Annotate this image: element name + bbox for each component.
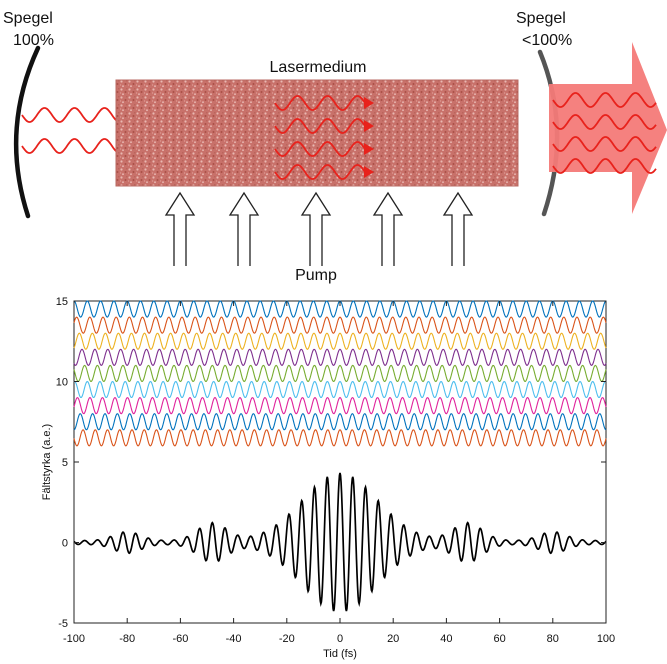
cavity-wave (21, 138, 117, 154)
y-tick-label: -5 (58, 618, 68, 630)
x-tick-label: 0 (337, 633, 343, 645)
medium-wave-arrowhead (364, 120, 374, 132)
x-tick-label: -20 (279, 633, 295, 645)
x-tick-label: -40 (226, 633, 242, 645)
sum-line (73, 472, 607, 612)
x-tick-label: 60 (493, 633, 505, 645)
mode-line (73, 396, 607, 415)
left-mirror (13, 45, 41, 219)
mode-line (73, 429, 607, 447)
output-beam-waves (552, 92, 657, 174)
right-mirror-reflectivity: <100% (522, 32, 572, 49)
mode-line (73, 348, 607, 367)
pump-arrow (164, 191, 196, 266)
left-mirror-reflectivity: 100% (13, 32, 54, 49)
x-axis: -100 -80 -60 -40 -20 0 20 40 60 80 100 (63, 301, 615, 645)
y-axis-label: Fältstyrka (a.e.) (41, 424, 53, 500)
laser-medium (115, 79, 519, 187)
pump-arrow (228, 191, 260, 266)
left-cavity-waves (21, 107, 117, 154)
cavity-wave (21, 107, 117, 123)
x-axis-label: Tid (fs) (323, 648, 357, 660)
laser-diagram: Spegel 100% Spegel <100% Lasermedium Pum… (3, 10, 667, 284)
output-wave (552, 158, 657, 174)
medium-wave (274, 141, 366, 157)
x-tick-label: -60 (172, 633, 188, 645)
mode-line (73, 316, 607, 334)
x-tick-label: 80 (547, 633, 559, 645)
x-tick-label: 100 (597, 633, 615, 645)
plot-area (73, 300, 607, 624)
y-tick-label: 10 (56, 377, 68, 389)
laser-medium-label: Lasermedium (270, 59, 367, 76)
pump-arrow (372, 191, 404, 266)
medium-wave (274, 164, 366, 180)
output-wave (552, 136, 657, 152)
y-tick-label: 5 (62, 457, 68, 469)
pump-arrows (164, 191, 474, 266)
output-wave (552, 92, 657, 108)
pump-label: Pump (295, 267, 337, 284)
y-tick-label: 0 (62, 538, 68, 550)
medium-wave-arrowhead (364, 143, 374, 155)
pump-arrow (442, 191, 474, 266)
y-axis: -5 0 5 10 15 (56, 296, 606, 630)
y-tick-label: 15 (56, 296, 68, 308)
medium-wave-arrowhead (364, 166, 374, 178)
mode-line (73, 332, 607, 350)
right-mirror-title: Spegel (516, 10, 566, 27)
mode-lines (73, 300, 607, 447)
x-tick-label: -100 (63, 633, 85, 645)
medium-wave (274, 118, 366, 134)
field-chart: -100 -80 -60 -40 -20 0 20 40 60 80 100 -5 0 5 10 15 Ti… (41, 296, 615, 660)
mode-line (73, 413, 607, 431)
x-tick-label: 40 (440, 633, 452, 645)
output-beam-arrow (549, 42, 667, 214)
medium-wave-arrowhead (364, 97, 374, 109)
sum-field-line (73, 472, 607, 612)
medium-waves (274, 95, 374, 180)
x-tick-label: 20 (387, 633, 399, 645)
pump-arrow (300, 191, 332, 266)
mode-line (73, 364, 607, 383)
mode-line (73, 380, 607, 399)
medium-wave (274, 95, 366, 111)
left-mirror-title: Spegel (3, 10, 53, 27)
output-wave (552, 114, 657, 130)
x-tick-label: -80 (119, 633, 135, 645)
